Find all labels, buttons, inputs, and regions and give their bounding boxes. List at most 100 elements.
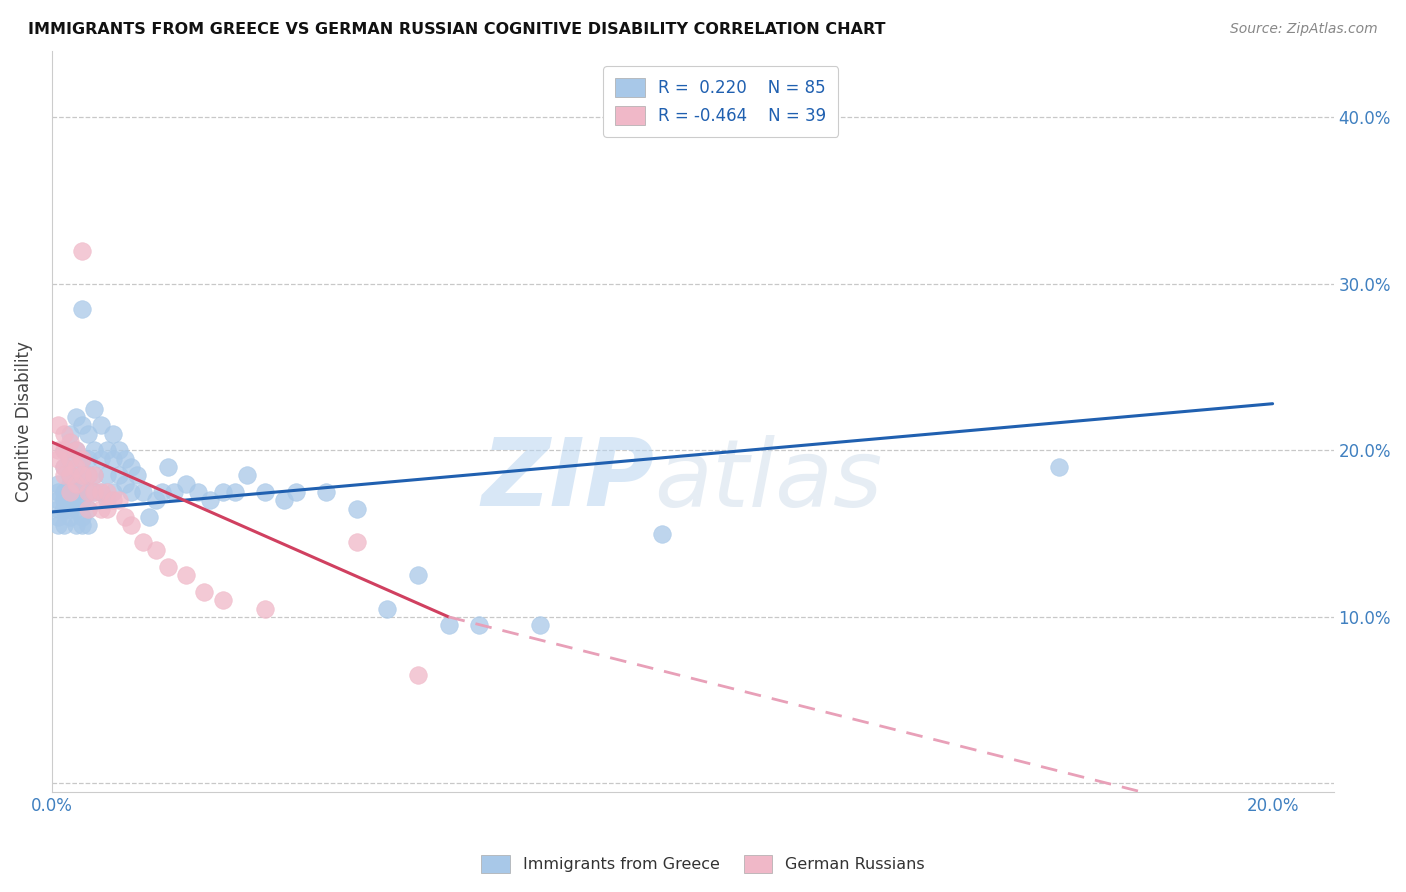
Point xyxy=(406,668,429,682)
Point xyxy=(120,485,142,500)
Point xyxy=(46,418,69,433)
Text: atlas: atlas xyxy=(654,435,883,526)
Point xyxy=(52,501,75,516)
Point xyxy=(127,468,149,483)
Point xyxy=(156,560,179,574)
Point xyxy=(72,493,94,508)
Point xyxy=(52,460,75,475)
Point xyxy=(1047,460,1070,475)
Point xyxy=(96,485,118,500)
Point xyxy=(46,485,69,500)
Point xyxy=(77,501,100,516)
Point xyxy=(52,468,75,483)
Point xyxy=(90,418,112,433)
Point xyxy=(65,410,87,425)
Point xyxy=(77,468,100,483)
Point xyxy=(101,426,124,441)
Point xyxy=(52,460,75,475)
Point xyxy=(187,485,209,500)
Point xyxy=(193,585,215,599)
Point xyxy=(156,460,179,475)
Point xyxy=(101,493,124,508)
Point xyxy=(65,501,87,516)
Point xyxy=(46,476,69,491)
Point xyxy=(72,468,94,483)
Text: IMMIGRANTS FROM GREECE VS GERMAN RUSSIAN COGNITIVE DISABILITY CORRELATION CHART: IMMIGRANTS FROM GREECE VS GERMAN RUSSIAN… xyxy=(28,22,886,37)
Point xyxy=(284,485,307,500)
Point xyxy=(65,493,87,508)
Point xyxy=(59,485,82,500)
Point xyxy=(651,526,673,541)
Point xyxy=(59,493,82,508)
Point xyxy=(108,493,131,508)
Point xyxy=(72,418,94,433)
Point xyxy=(46,443,69,458)
Point xyxy=(77,518,100,533)
Point xyxy=(211,593,233,607)
Point xyxy=(174,568,197,582)
Point xyxy=(114,451,136,466)
Point xyxy=(83,401,105,416)
Point xyxy=(65,485,87,500)
Point xyxy=(83,485,105,500)
Text: Source: ZipAtlas.com: Source: ZipAtlas.com xyxy=(1230,22,1378,37)
Point xyxy=(138,510,160,524)
Text: ZIP: ZIP xyxy=(481,434,654,526)
Point xyxy=(83,468,105,483)
Point xyxy=(46,451,69,466)
Point xyxy=(315,485,337,500)
Point xyxy=(72,451,94,466)
Point xyxy=(163,485,186,500)
Point xyxy=(59,435,82,450)
Point xyxy=(46,493,69,508)
Point xyxy=(108,468,131,483)
Legend: Immigrants from Greece, German Russians: Immigrants from Greece, German Russians xyxy=(475,848,931,880)
Point xyxy=(65,460,87,475)
Point xyxy=(52,493,75,508)
Point xyxy=(468,618,491,632)
Point xyxy=(72,244,94,258)
Point xyxy=(65,443,87,458)
Point xyxy=(211,485,233,500)
Point xyxy=(90,485,112,500)
Point xyxy=(72,476,94,491)
Point xyxy=(77,501,100,516)
Point xyxy=(174,476,197,491)
Point xyxy=(83,468,105,483)
Point xyxy=(114,510,136,524)
Point xyxy=(52,426,75,441)
Point xyxy=(77,468,100,483)
Point xyxy=(59,510,82,524)
Point xyxy=(96,493,118,508)
Point xyxy=(437,618,460,632)
Point xyxy=(59,476,82,491)
Point xyxy=(90,451,112,466)
Point xyxy=(346,535,368,549)
Point xyxy=(145,543,167,558)
Point xyxy=(46,518,69,533)
Point xyxy=(346,501,368,516)
Point xyxy=(52,443,75,458)
Point xyxy=(65,443,87,458)
Point xyxy=(83,443,105,458)
Point xyxy=(52,485,75,500)
Point xyxy=(72,510,94,524)
Point xyxy=(120,518,142,533)
Point xyxy=(273,493,295,508)
Y-axis label: Cognitive Disability: Cognitive Disability xyxy=(15,341,32,501)
Point xyxy=(59,468,82,483)
Point xyxy=(120,460,142,475)
Point xyxy=(108,443,131,458)
Point xyxy=(65,518,87,533)
Point xyxy=(101,485,124,500)
Point xyxy=(96,443,118,458)
Point xyxy=(406,568,429,582)
Point xyxy=(77,485,100,500)
Point xyxy=(59,451,82,466)
Point xyxy=(59,501,82,516)
Point xyxy=(150,485,173,500)
Point xyxy=(132,535,155,549)
Point xyxy=(59,451,82,466)
Legend: R =  0.220    N = 85, R = -0.464    N = 39: R = 0.220 N = 85, R = -0.464 N = 39 xyxy=(603,66,838,136)
Point xyxy=(65,468,87,483)
